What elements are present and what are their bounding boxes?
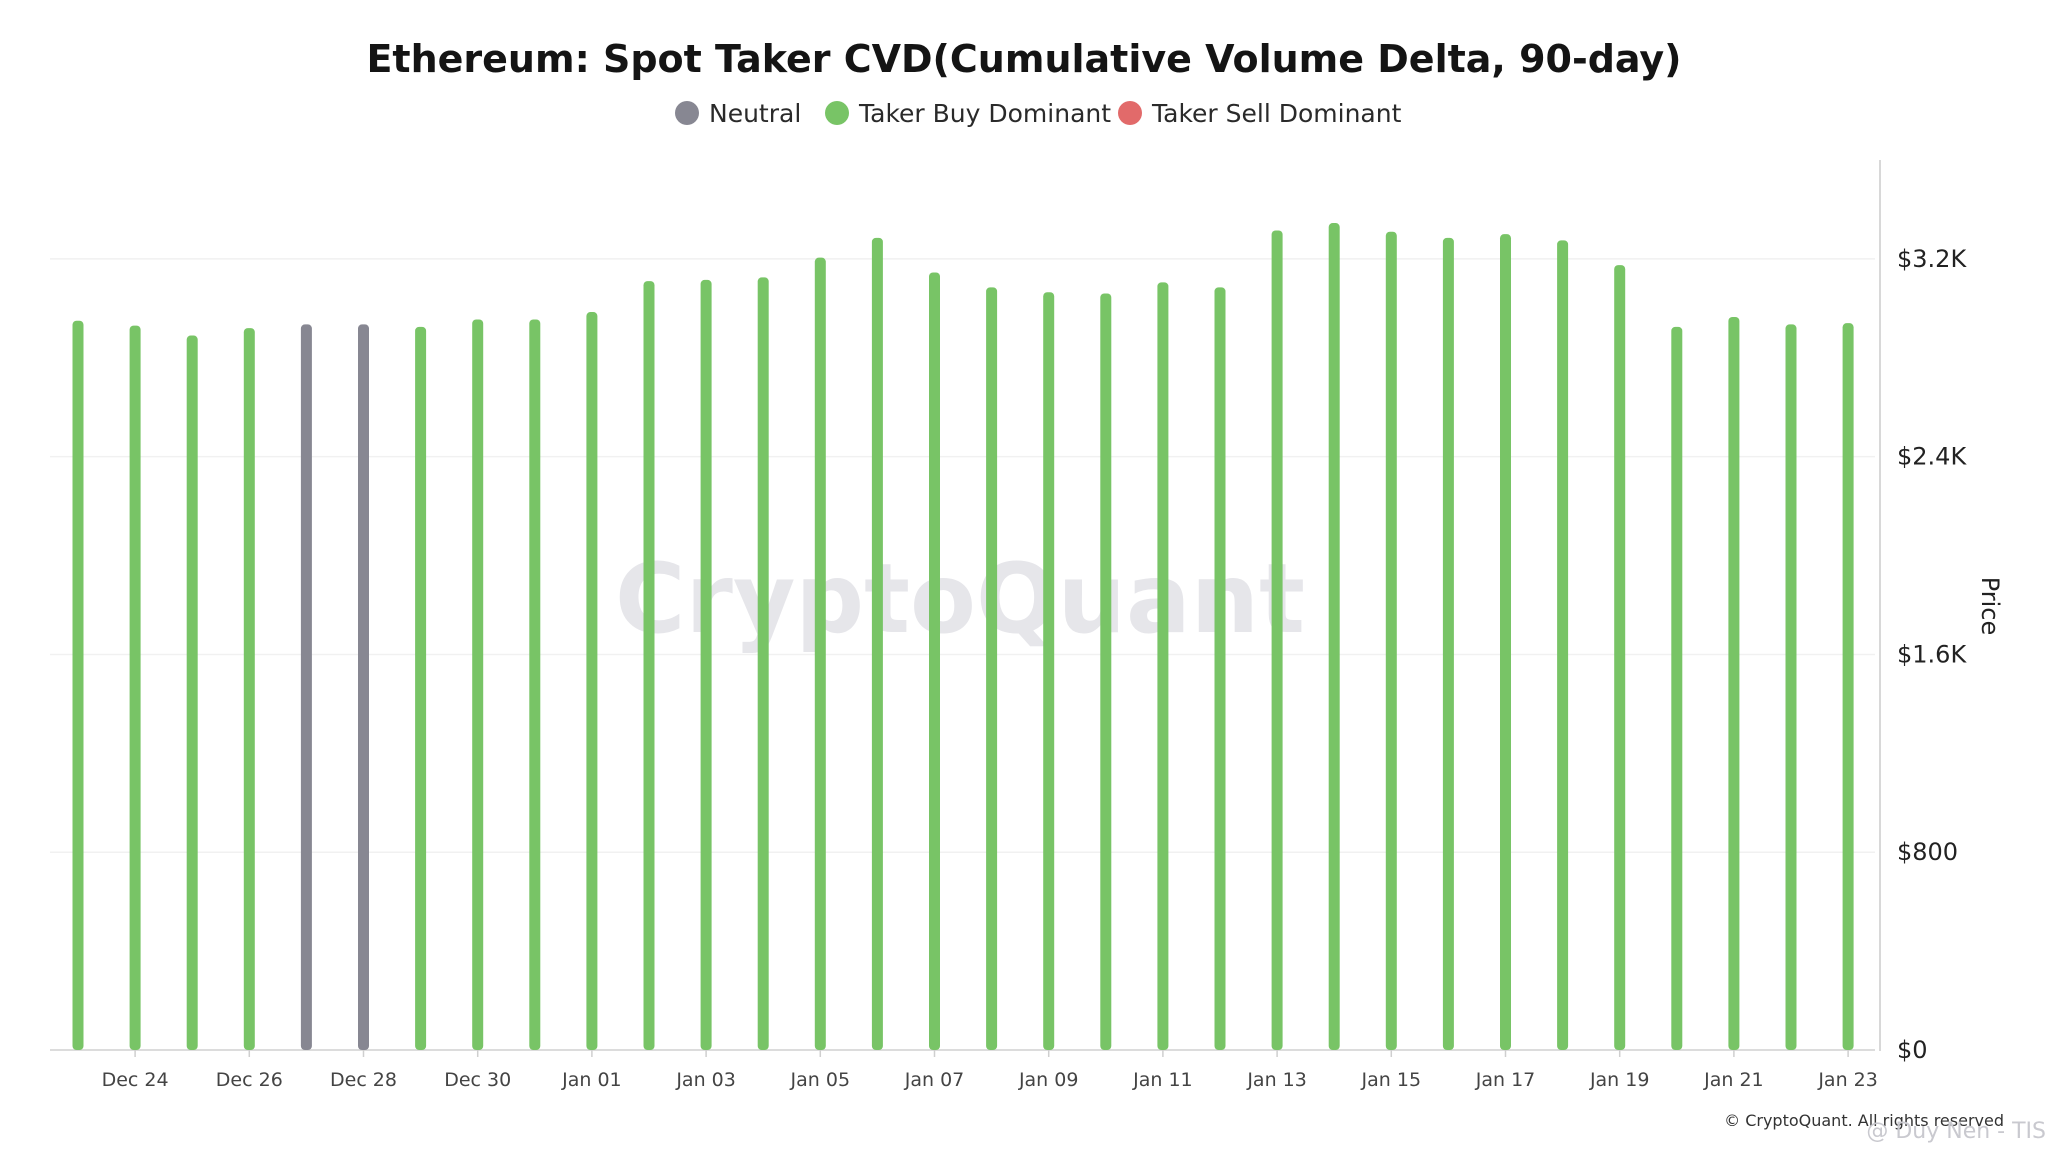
bar [72,320,84,1050]
bar [814,257,826,1050]
legend-marker [675,101,699,125]
x-tick-label: Dec 26 [216,1069,283,1091]
bar [415,326,427,1050]
bar [1671,326,1683,1050]
bars [72,223,1854,1051]
x-axis: Dec 24 Dec 26 Dec 28 Dec 30 Jan 01 Jan 03 Jan … [102,1050,1878,1091]
bar [1785,324,1797,1050]
copyright-text: © CryptoQuant. All rights reserved [1724,1111,2004,1130]
bar [472,319,484,1050]
bar [1328,223,1340,1050]
watermark-logo: CryptoQuant [615,543,1305,655]
x-tick-label: Jan 21 [1703,1069,1764,1091]
x-tick-label: Jan 03 [675,1069,736,1091]
bar [129,325,141,1050]
legend-item-taker-sell-dominant[interactable]: Taker Sell Dominant [1118,99,1402,128]
y-tick-label: $3.2K [1897,245,1967,273]
y-axis: $0 $800 $1.6K $2.4K $3.2K [1879,160,1967,1064]
legend-label: Taker Sell Dominant [1151,99,1402,128]
bar [243,328,255,1051]
bar [1043,292,1055,1050]
bar [700,279,712,1050]
legend-item-taker-buy-dominant[interactable]: Taker Buy Dominant [825,99,1111,128]
y-tick-label: $800 [1897,838,1958,866]
legend-marker [1118,101,1142,125]
bar [1842,323,1854,1051]
x-tick-label: Jan 19 [1589,1069,1650,1091]
legend-label: Neutral [709,99,801,128]
legend-marker [825,101,849,125]
bar [1442,237,1454,1050]
chart-title: Ethereum: Spot Taker CVD(Cumulative Volu… [366,37,1681,81]
y-tick-label: $1.6K [1897,640,1967,668]
x-tick-label: Jan 23 [1817,1069,1878,1091]
x-tick-label: Jan 01 [561,1069,622,1091]
bar [1614,265,1626,1050]
bar [1500,234,1511,1050]
bar [1100,293,1112,1050]
x-tick-label: Jan 09 [1018,1069,1079,1091]
bar [1271,230,1283,1051]
x-tick-label: Jan 11 [1132,1069,1193,1091]
y-axis-title: Price [1976,577,2004,636]
x-tick-label: Jan 17 [1475,1069,1536,1091]
y-tick-label: $0 [1897,1036,1928,1064]
bar [1557,240,1569,1050]
attribution-watermark: @ Duy Nen - TIS [1866,1119,2046,1144]
bar [186,335,198,1050]
x-tick-label: Dec 24 [102,1069,169,1091]
bar [643,281,655,1050]
x-tick-label: Jan 13 [1246,1069,1307,1091]
x-tick-label: Jan 05 [790,1069,851,1091]
grid-lines [50,258,1875,1051]
bar [1728,316,1740,1051]
legend-label: Taker Buy Dominant [858,99,1111,128]
legend-item-neutral[interactable]: Neutral [675,99,801,128]
bar [986,287,998,1050]
x-tick-label: Jan 15 [1361,1069,1422,1091]
bar [871,237,883,1050]
x-tick-label: Jan 07 [904,1069,965,1091]
legend[interactable]: Neutral Taker Buy Dominant Taker Sell Domi… [675,99,1402,128]
bar [929,272,940,1051]
bar [586,312,598,1051]
y-tick-label: $2.4K [1897,443,1967,471]
x-tick-label: Dec 30 [444,1069,511,1091]
bar [757,277,769,1050]
bar [358,324,369,1050]
bar [1214,287,1226,1050]
bar [1385,231,1397,1050]
bar [300,324,312,1050]
bar [529,319,541,1050]
x-tick-label: Dec 28 [330,1069,397,1091]
bar [1157,282,1169,1050]
